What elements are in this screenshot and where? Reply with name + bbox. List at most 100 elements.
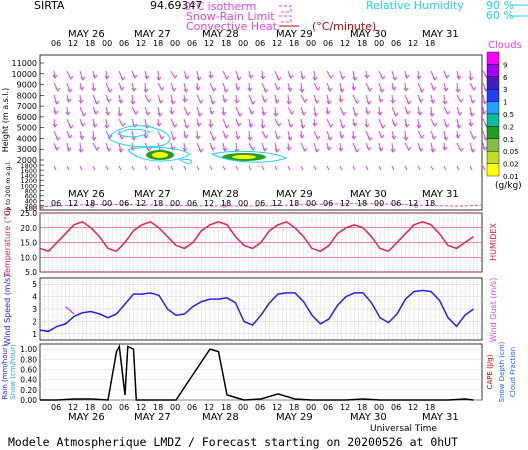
wind-arrow-head bbox=[130, 100, 136, 105]
wind-arrow-head bbox=[195, 135, 201, 140]
wind-arrow-head bbox=[170, 100, 176, 105]
wind-arrow-head bbox=[247, 87, 253, 92]
colorbar-tick-label: 0.5 bbox=[503, 111, 514, 119]
wind-arrow-head bbox=[66, 147, 72, 152]
wind-arrow-head bbox=[146, 98, 152, 103]
wind-arrow-head bbox=[118, 99, 124, 104]
wind-arrow-head bbox=[156, 122, 162, 127]
wind-arrow-head bbox=[78, 148, 84, 153]
wind-arrow-head bbox=[210, 100, 216, 105]
wind-arrow-low bbox=[391, 165, 395, 171]
wind-arrow-low bbox=[352, 165, 356, 171]
wind-arrow-head bbox=[94, 100, 100, 105]
wind-arrow bbox=[105, 118, 108, 129]
wind-arrow-head bbox=[107, 88, 113, 93]
wind-arrow-head bbox=[418, 98, 424, 103]
wind-arrow-head bbox=[300, 124, 306, 129]
wind-arrow-head bbox=[456, 124, 462, 129]
height-tick-label: 1000 bbox=[20, 182, 37, 190]
wind-arrow-head bbox=[66, 98, 72, 103]
top-hour-label: 12 bbox=[408, 39, 418, 48]
wind-arrow-head bbox=[444, 74, 450, 79]
wind-arrow-head bbox=[328, 123, 334, 128]
wind-arrow-head bbox=[143, 134, 149, 139]
wind-arrow-head bbox=[250, 100, 256, 105]
temp-tick-label: 25.0 bbox=[20, 209, 37, 218]
wind-arrow-low bbox=[53, 165, 57, 171]
wind-arrow-head bbox=[172, 74, 178, 79]
wind-arrow-low bbox=[430, 165, 434, 171]
height-ylabel: Height (m a.s.l.) bbox=[1, 88, 10, 153]
wind-arrow bbox=[53, 70, 56, 79]
top-hour-label: 00 bbox=[170, 39, 180, 48]
wind-arrow-head bbox=[118, 148, 124, 153]
wind-arrow bbox=[352, 130, 355, 140]
colorbar-tick-label: 0.02 bbox=[503, 161, 519, 169]
wind-arrow-head bbox=[260, 75, 266, 80]
top-hour-label: 12 bbox=[272, 39, 282, 48]
wind-arrow-head bbox=[55, 87, 61, 92]
wind-arrow-head bbox=[248, 123, 254, 128]
wind-arrow-head bbox=[247, 136, 253, 141]
wind-arrow bbox=[92, 130, 95, 141]
colorbar-tick-label: 0.1 bbox=[503, 136, 514, 144]
rh-contour-60 bbox=[117, 128, 152, 138]
wind-arrow-head bbox=[120, 122, 126, 127]
wind-arrow-low bbox=[66, 165, 70, 171]
wind-arrow-low bbox=[287, 165, 291, 171]
temp-hour-label: 12 bbox=[204, 199, 214, 208]
wind-arrow-head bbox=[364, 123, 370, 128]
wind-arrow-head bbox=[79, 86, 85, 91]
wind-tick-label: 5 bbox=[32, 280, 37, 289]
wind-arrow-head bbox=[234, 148, 240, 153]
colorbar-swatch bbox=[486, 150, 500, 164]
wind-arrow bbox=[430, 142, 434, 153]
wind-arrow-head bbox=[263, 134, 269, 139]
wind-arrow-head bbox=[430, 99, 436, 104]
wind-arrow-head bbox=[209, 110, 215, 115]
wind-arrow-head bbox=[67, 88, 73, 93]
wind-arrow bbox=[443, 142, 446, 151]
wind-arrow-head bbox=[458, 147, 464, 152]
height-tick-label: 600 bbox=[25, 192, 37, 200]
wind-arrow-head bbox=[351, 86, 357, 91]
wind-arrow-head bbox=[288, 123, 294, 128]
height-tick-label: 400 bbox=[25, 197, 37, 205]
top-day-label: MAY 31 bbox=[422, 29, 459, 40]
wind-arrow-head bbox=[380, 75, 386, 80]
bottom-hour-label: 12 bbox=[68, 403, 78, 412]
wind-arrow-head bbox=[91, 87, 97, 92]
wind-arrow-low bbox=[404, 165, 408, 171]
bottom-day-label: MAY 30 bbox=[350, 412, 387, 423]
wind-arrow-head bbox=[406, 100, 412, 105]
top-hour-label: 00 bbox=[102, 39, 112, 48]
wind-arrow bbox=[326, 94, 330, 105]
wind-arrow bbox=[482, 94, 486, 105]
wind-arrow-head bbox=[211, 87, 217, 92]
wind-arrow-head bbox=[169, 110, 175, 115]
bottom-hour-label: 18 bbox=[153, 403, 163, 412]
wind-arrow-head bbox=[274, 99, 280, 104]
temp-hour-label: 12 bbox=[408, 199, 418, 208]
wind-arrow bbox=[339, 82, 343, 93]
wind-arrow-low bbox=[365, 165, 369, 171]
wind-arrow-low bbox=[248, 165, 252, 171]
wind-arrow-head bbox=[445, 110, 451, 115]
wind-arrow-head bbox=[79, 135, 85, 140]
wind-arrow-head bbox=[197, 112, 203, 117]
wind-arrow-head bbox=[403, 87, 409, 92]
height-tick-label: 1400 bbox=[20, 172, 37, 180]
temp-series-0 bbox=[39, 220, 474, 253]
wind-arrow-head bbox=[471, 135, 477, 140]
wind-arrow-head bbox=[393, 112, 399, 117]
wind-arrow-head bbox=[442, 100, 448, 105]
wind-arrow bbox=[248, 82, 251, 92]
bottom-hour-label: 06 bbox=[51, 403, 61, 412]
wind-arrow bbox=[443, 94, 446, 105]
height-tick-label: 8000 bbox=[17, 91, 37, 100]
top-hour-label: 18 bbox=[153, 39, 163, 48]
wind-arrow-head bbox=[80, 76, 86, 81]
wind-arrow-head bbox=[248, 74, 254, 79]
wind-arrow-head bbox=[340, 75, 346, 80]
